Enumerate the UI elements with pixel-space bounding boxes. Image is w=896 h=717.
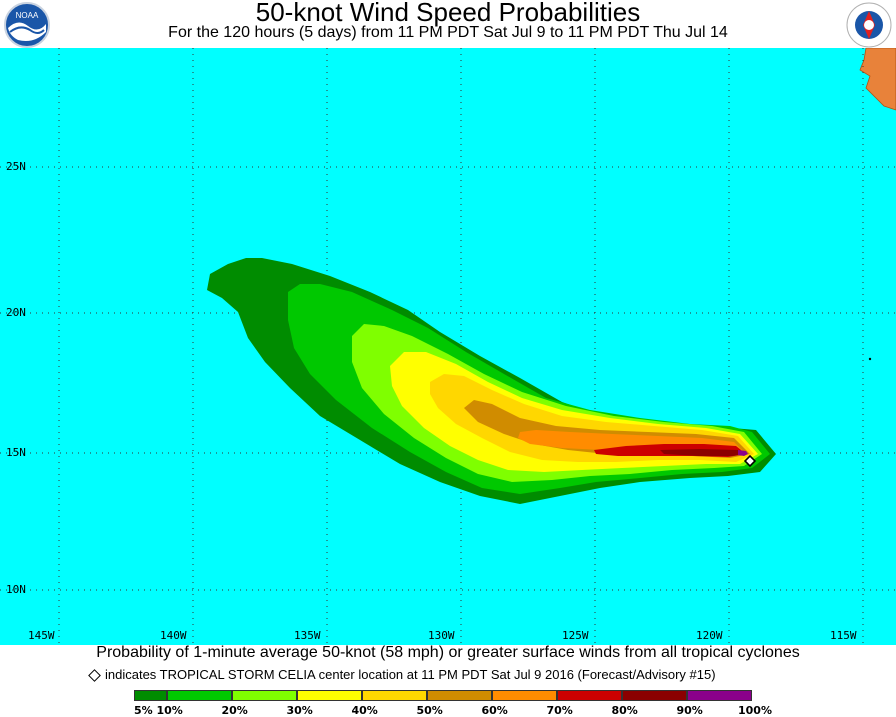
land-baja — [859, 47, 896, 111]
diamond-icon — [88, 669, 101, 682]
legend-swatch — [297, 690, 362, 701]
legend-swatch — [687, 690, 752, 701]
noaa-logo: NOAA — [4, 2, 50, 48]
storm-location-text: indicates TROPICAL STORM CELIA center lo… — [105, 667, 716, 682]
svg-text:NOAA: NOAA — [16, 11, 39, 20]
lat-label-15n: 15N — [6, 446, 26, 459]
legend-label: 60% — [481, 704, 508, 717]
legend-label: 5% — [134, 704, 153, 717]
contour-90 — [738, 450, 748, 456]
lat-label-10n: 10N — [6, 583, 26, 596]
nws-logo — [846, 2, 892, 48]
lat-label-25n: 25N — [6, 160, 26, 173]
map-caption: Probability of 1-minute average 50-knot … — [96, 644, 800, 661]
lon-label-115w: 115W — [830, 629, 857, 642]
lat-label-20n: 20N — [6, 306, 26, 319]
legend-swatch — [167, 690, 232, 701]
page-subtitle: For the 120 hours (5 days) from 11 PM PD… — [168, 24, 728, 41]
legend-swatch — [622, 690, 687, 701]
storm-center-marker — [743, 454, 757, 468]
island-dot — [868, 357, 872, 361]
probability-map: 25N 20N 15N 10N 145W 140W 135W 130W 125W… — [0, 47, 896, 645]
page-title: 50-knot Wind Speed Probabilities — [255, 0, 641, 27]
map-canvas — [0, 47, 896, 645]
lon-label-135w: 135W — [294, 629, 321, 642]
storm-location-note: indicates TROPICAL STORM CELIA center lo… — [88, 667, 716, 683]
legend-label: 90% — [676, 704, 703, 717]
lon-label-145w: 145W — [28, 629, 55, 642]
lon-label-130w: 130W — [428, 629, 455, 642]
legend-swatch — [557, 690, 622, 701]
lon-label-125w: 125W — [562, 629, 589, 642]
legend-swatch — [427, 690, 492, 701]
probability-legend — [134, 690, 752, 701]
legend-label: 100% — [738, 704, 772, 717]
legend-label: 10% — [156, 704, 183, 717]
legend-label: 50% — [416, 704, 443, 717]
legend-swatch — [492, 690, 557, 701]
legend-swatch — [362, 690, 427, 701]
contour-80 — [660, 449, 744, 456]
legend-label: 70% — [546, 704, 573, 717]
legend-label: 40% — [351, 704, 378, 717]
legend-label: 80% — [611, 704, 638, 717]
lon-label-140w: 140W — [160, 629, 187, 642]
legend-label: 30% — [286, 704, 313, 717]
legend-label: 20% — [221, 704, 248, 717]
lon-label-120w: 120W — [696, 629, 723, 642]
probability-swath — [207, 258, 776, 504]
legend-swatch — [232, 690, 297, 701]
legend-swatch — [134, 690, 167, 701]
